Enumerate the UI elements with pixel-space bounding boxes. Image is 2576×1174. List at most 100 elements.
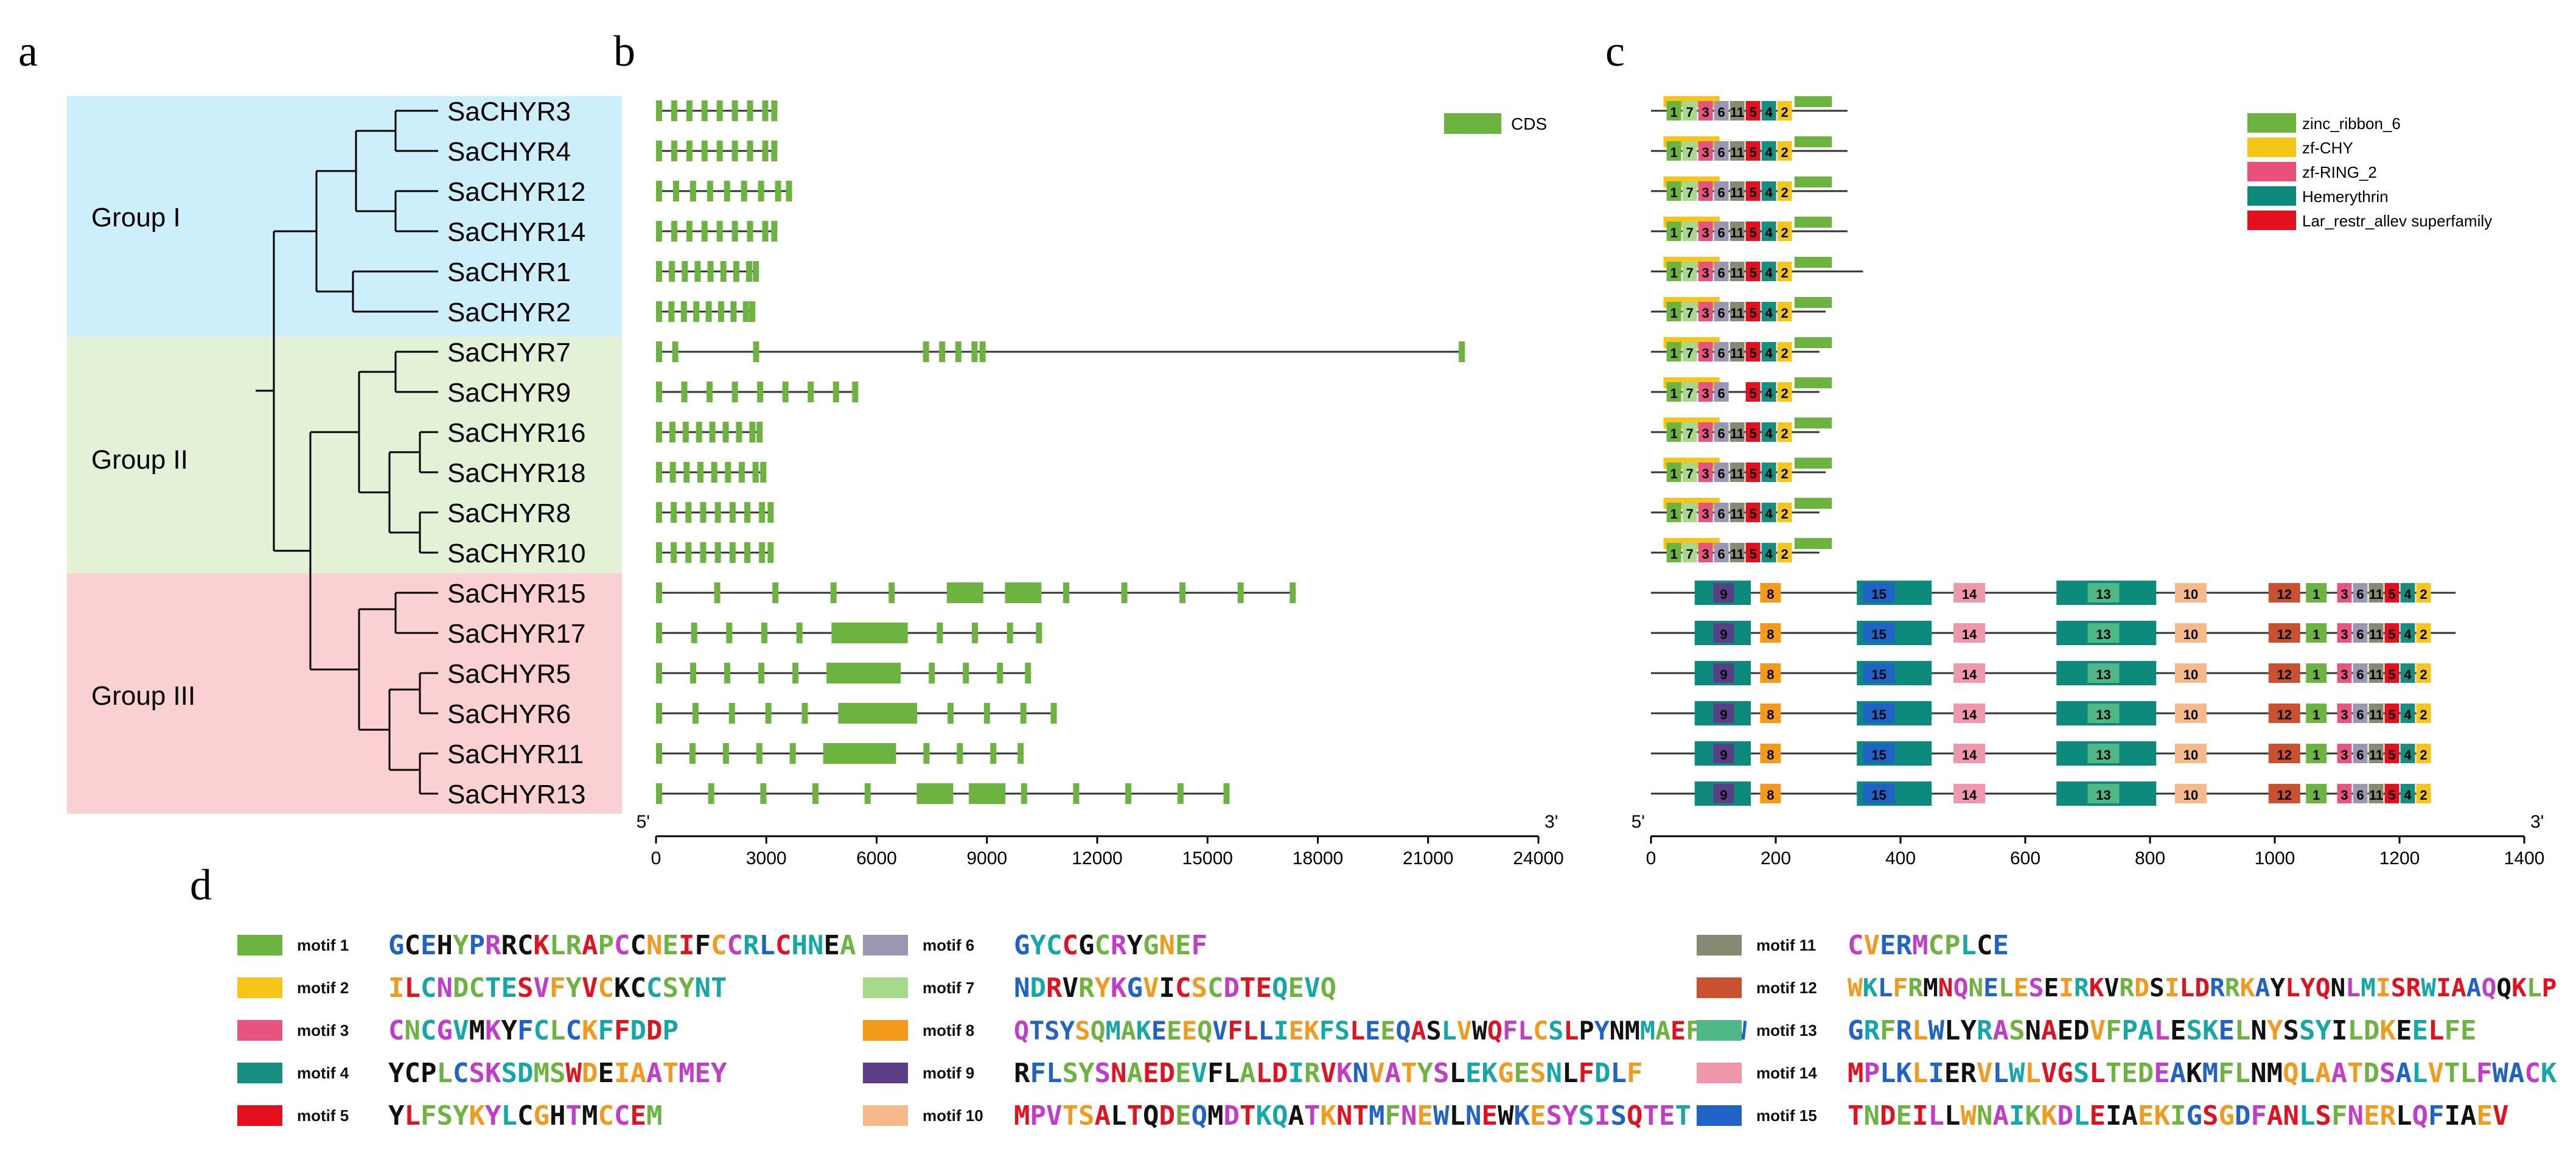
motif-box — [2416, 663, 2431, 683]
motif-box — [1863, 784, 1895, 803]
motif-number: 2 — [1781, 547, 1789, 562]
motif-number: 3 — [2340, 587, 2348, 602]
motif-box — [1698, 101, 1713, 121]
motif-number: 4 — [1765, 547, 1773, 562]
motif-box — [2400, 704, 2415, 723]
motif-number: 7 — [1686, 265, 1694, 281]
motif-number: 13 — [2096, 587, 2110, 602]
cds-block — [747, 100, 753, 121]
motif-number: 3 — [1702, 386, 1709, 401]
cds-block — [656, 783, 662, 804]
motif-box — [2175, 784, 2207, 803]
gene-model — [656, 703, 1057, 724]
cds-block — [681, 382, 688, 402]
motif-box — [1777, 463, 1792, 482]
motif-number: 3 — [1702, 265, 1709, 281]
motif-box — [1745, 463, 1761, 482]
cds-block — [717, 301, 724, 322]
cds-block — [830, 582, 837, 603]
motif-number: 5 — [1750, 466, 1757, 481]
motif-number: 11 — [1730, 466, 1744, 481]
motif-number: 2 — [1781, 466, 1789, 481]
motif-box — [2175, 623, 2207, 643]
cds-block — [911, 703, 918, 724]
cds-block — [693, 301, 700, 322]
cds-block — [760, 783, 767, 804]
motif-box — [1777, 181, 1792, 201]
gene-model — [656, 221, 778, 242]
motif-legend-row: motif 13 GRFRLWLYRASNAEDVFPALESKELNYSSYIL… — [1697, 1015, 2576, 1046]
motif-box — [2368, 704, 2384, 723]
axis-tick-label: 6000 — [856, 848, 897, 868]
domain-legend-swatch — [2247, 162, 2296, 181]
axis-tick-label: 3000 — [746, 848, 787, 868]
axis-tick-label: 1400 — [2504, 848, 2545, 868]
motif-number: 2 — [1781, 306, 1789, 321]
domain-zinc-ribbon — [1794, 377, 1832, 388]
motif-legend-row: motif 1 GCEHYPRRCKLRAPCCNEIFCCRLCHNEA — [237, 930, 912, 961]
motif-number: 11 — [1730, 185, 1744, 200]
motif-number: 4 — [1765, 145, 1773, 160]
motif-box — [1682, 101, 1697, 121]
motif-box — [1761, 503, 1776, 522]
motif-box — [1698, 342, 1713, 362]
group-1-background — [67, 96, 622, 337]
motif-legend-row: motif 15 TNDEILLWNAIKKDLEIAEKIGSGDFANLSFN… — [1697, 1100, 2576, 1131]
motif-number: 8 — [1767, 788, 1774, 803]
motif-number: 7 — [1686, 386, 1694, 401]
cds-block — [716, 221, 723, 242]
motif-box — [1745, 141, 1761, 161]
motif-number: 14 — [1962, 667, 1977, 682]
domain-legend-swatch — [2247, 186, 2296, 206]
motif-number: 3 — [1702, 185, 1709, 200]
motif-number: 6 — [1718, 547, 1725, 562]
domain-zinc-ribbon — [1794, 96, 1832, 107]
motif-number: 5 — [1750, 306, 1757, 321]
motif-box — [1713, 623, 1734, 643]
protein-model: 1 7 3 6 11 5 4 2 — [1651, 458, 1832, 482]
motif-number: 1 — [1670, 386, 1678, 401]
motif-box — [1863, 583, 1895, 603]
cds-block — [762, 141, 769, 161]
motif-sequence-logo: NDRVRYKGVICSCDTEQEVQ — [1014, 972, 1336, 1004]
motif-number: 5 — [1750, 426, 1757, 441]
motif-number: 2 — [1781, 426, 1789, 441]
motif-number: 5 — [2388, 707, 2395, 722]
cds-block — [759, 542, 766, 563]
motif-sequence-logo: RFLSYSNAEDEVFLALDIRVKNVATYSLEKGESNLFDLF — [1014, 1057, 1643, 1089]
motif-number: 2 — [2420, 788, 2427, 803]
motif-box — [1714, 463, 1729, 482]
axis-tick-label: 200 — [1761, 848, 1791, 868]
motif-box — [1761, 543, 1776, 562]
motif-legend-row: motif 2 ILCNDCTESVFYVCKCCSYNT — [237, 972, 912, 1004]
motif-box — [1777, 422, 1792, 442]
motif-box — [1698, 382, 1713, 402]
cds-block — [656, 261, 662, 282]
axis-3prime: 3' — [1545, 812, 1558, 832]
motif-label: motif 8 — [923, 1021, 975, 1039]
motif-number: 6 — [2356, 667, 2364, 682]
motif-number: 6 — [2356, 788, 2364, 803]
motif-box — [1761, 141, 1776, 161]
cds-block — [707, 181, 713, 201]
motif-box — [2368, 583, 2384, 603]
motif-sequence-logo: ILCNDCTESVFYVCKCCSYNT — [388, 972, 727, 1004]
protein-model: 1 7 3 6 11 5 4 2 — [1651, 418, 1832, 442]
cds-block — [656, 382, 662, 402]
motif-number: 13 — [2096, 747, 2110, 763]
motif-box — [1698, 222, 1713, 241]
motif-box — [1730, 342, 1745, 362]
motif-number: 2 — [1781, 265, 1789, 281]
motif-number: 11 — [2369, 667, 2383, 682]
cds-block — [812, 783, 819, 804]
motif-box — [1713, 663, 1734, 683]
motif-label: motif 10 — [923, 1106, 983, 1125]
cds-block — [729, 542, 736, 563]
motif-number: 15 — [1871, 707, 1886, 722]
motif-number: 3 — [2340, 707, 2348, 722]
motif-box — [1682, 543, 1697, 562]
gene-model — [656, 422, 763, 442]
cds-block — [955, 341, 962, 362]
motif-number: 5 — [1750, 105, 1757, 120]
cds-block — [749, 301, 756, 322]
